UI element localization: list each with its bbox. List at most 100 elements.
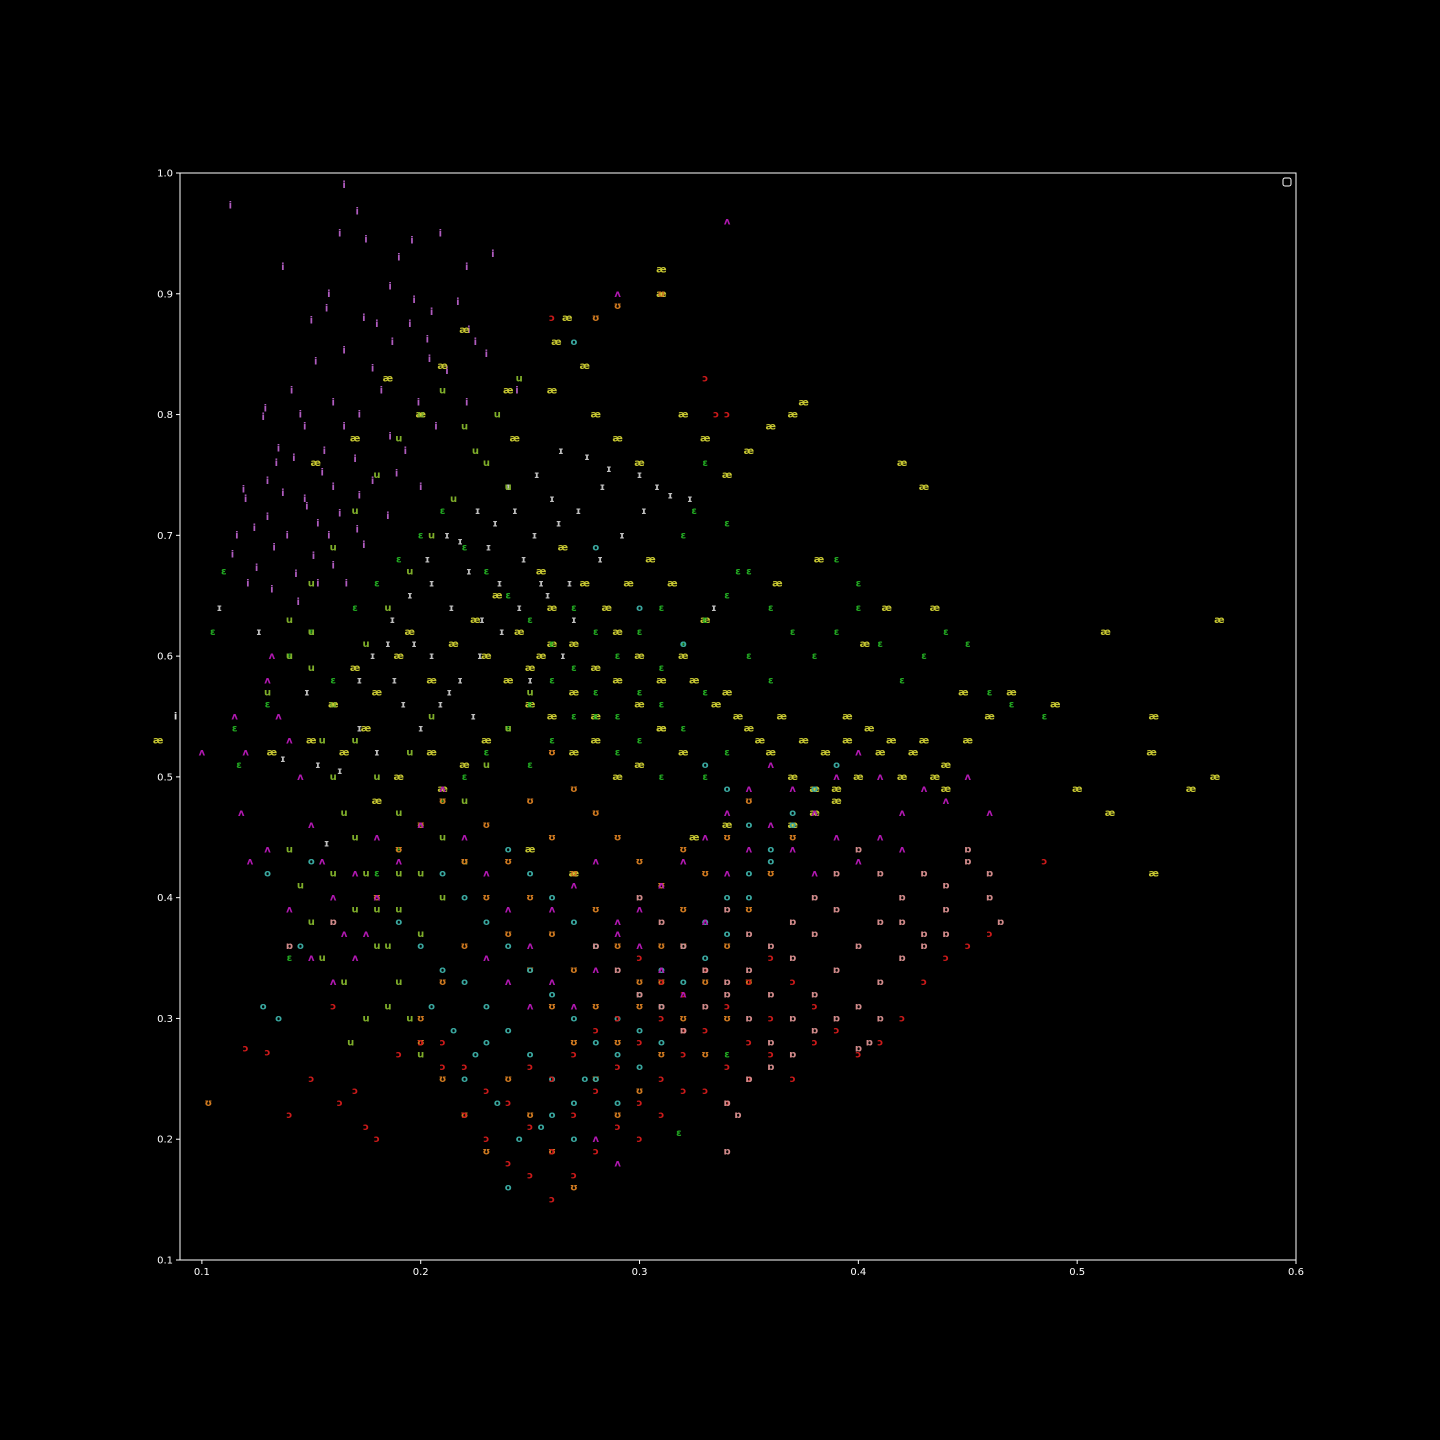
data-point: ʊ — [592, 313, 600, 324]
data-point: ʊ — [592, 905, 600, 916]
data-point: ɪ — [400, 699, 405, 710]
data-point: æ — [842, 712, 852, 723]
data-point: æ — [612, 434, 622, 445]
data-point: o — [592, 1038, 599, 1049]
data-point: i — [371, 476, 374, 487]
data-point: i — [331, 561, 334, 572]
data-point: ɪ — [304, 687, 309, 698]
data-point: ʊ — [636, 856, 644, 867]
data-point: ɛ — [265, 699, 271, 710]
data-point: ɒ — [855, 941, 862, 952]
data-point: ʌ — [396, 856, 403, 867]
data-point: ɒ — [877, 1013, 884, 1024]
data-point: ɪ — [687, 494, 692, 505]
data-point: o — [461, 893, 468, 904]
data-point: ɒ — [833, 965, 840, 976]
data-point: i — [292, 453, 295, 464]
data-point: ɒ — [920, 941, 927, 952]
data-point: ɔ — [724, 410, 730, 421]
data-point: i — [242, 484, 245, 495]
data-point: ʊ — [658, 289, 666, 300]
data-point: ʊ — [439, 796, 447, 807]
data-point: ɪ — [521, 555, 526, 566]
data-point: ɛ — [637, 687, 643, 698]
data-point: æ — [591, 663, 601, 674]
data-point: ɪ — [477, 651, 482, 662]
data-point: æ — [558, 542, 568, 553]
data-point: ɪ — [560, 651, 565, 662]
data-point: ʌ — [286, 736, 293, 747]
data-point: o — [527, 1050, 534, 1061]
data-point: ɒ — [734, 1110, 741, 1121]
data-point: ɛ — [571, 603, 577, 614]
data-point: ɪ — [549, 494, 554, 505]
data-point: i — [331, 482, 334, 493]
data-point: æ — [1214, 615, 1224, 626]
data-point: ʊ — [592, 808, 600, 819]
data-point: æ — [1210, 772, 1220, 783]
data-point: i — [264, 404, 267, 415]
data-point: ʌ — [308, 953, 315, 964]
data-point: ʌ — [352, 953, 359, 964]
data-point: ɒ — [767, 1062, 774, 1073]
data-point: ʌ — [746, 784, 753, 795]
data-point: i — [358, 410, 361, 421]
data-point: ɛ — [615, 651, 621, 662]
data-point: ɔ — [1041, 856, 1047, 867]
data-point: ʊ — [570, 1038, 578, 1049]
data-point: ɔ — [658, 1074, 664, 1085]
data-point: ʌ — [264, 844, 271, 855]
data-point: ɛ — [440, 796, 446, 807]
data-point: i — [235, 530, 238, 541]
data-point: æ — [569, 687, 579, 698]
data-point: o — [614, 1098, 621, 1109]
data-point: u — [286, 615, 293, 626]
data-point: æ — [306, 736, 316, 747]
data-point: ʌ — [877, 832, 884, 843]
data-point: ɔ — [615, 1122, 621, 1133]
legend-box[interactable] — [1282, 177, 1292, 187]
data-point: æ — [437, 361, 447, 372]
data-point: ɛ — [899, 675, 905, 686]
data-point: ɪ — [567, 579, 572, 590]
data-point: u — [395, 434, 402, 445]
data-point: u — [395, 977, 402, 988]
data-point: ʌ — [986, 808, 993, 819]
data-point: o — [264, 869, 271, 880]
data-point: æ — [897, 772, 907, 783]
data-point: ɒ — [789, 953, 796, 964]
data-point: u — [417, 1050, 424, 1061]
data-point: u — [461, 422, 468, 433]
data-point: æ — [766, 422, 776, 433]
data-point: i — [426, 335, 429, 346]
data-point: ɛ — [702, 687, 708, 698]
data-point: o — [417, 941, 424, 952]
data-point: æ — [886, 736, 896, 747]
data-point: ʌ — [614, 929, 621, 940]
data-point: ɪ — [600, 482, 605, 493]
data-point: ʌ — [238, 808, 245, 819]
data-point: ɒ — [636, 893, 643, 904]
data-point: ʊ — [483, 820, 491, 831]
data-point: i — [272, 542, 275, 553]
data-point: i — [299, 410, 302, 421]
data-point: æ — [1149, 869, 1159, 880]
data-point: o — [260, 1001, 267, 1012]
data-point: ɪ — [512, 506, 517, 517]
data-point: ɔ — [877, 1038, 883, 1049]
data-point: ɔ — [593, 1086, 599, 1097]
data-point: æ — [470, 615, 480, 626]
data-point: ɔ — [724, 1098, 730, 1109]
data-point: æ — [591, 736, 601, 747]
data-point: i — [362, 540, 365, 551]
data-point: ɒ — [986, 893, 993, 904]
data-point: i — [430, 307, 433, 318]
data-point: æ — [809, 808, 819, 819]
data-point: i — [331, 398, 334, 409]
data-point: o — [505, 1183, 512, 1194]
data-point: ɪ — [492, 518, 497, 529]
data-point: u — [461, 796, 468, 807]
data-point: æ — [831, 784, 841, 795]
data-point: ɔ — [593, 1026, 599, 1037]
data-point: ʌ — [636, 905, 643, 916]
